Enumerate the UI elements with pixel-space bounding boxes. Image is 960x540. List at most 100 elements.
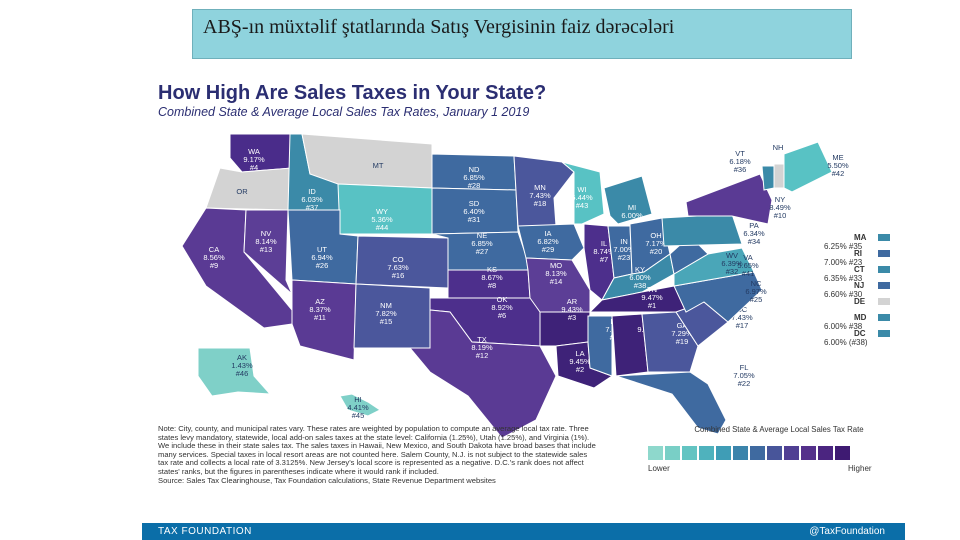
state-rate: 6.85% xyxy=(471,239,493,248)
state-rate: 6.03% xyxy=(301,195,323,204)
legend-swatch-12 xyxy=(835,446,850,460)
state-label-nc: NC 6.97% #25 xyxy=(745,279,767,304)
side-state-abbr: CT xyxy=(854,265,865,274)
state-rank: #41 xyxy=(742,269,755,278)
state-rank: #44 xyxy=(376,223,389,232)
state-rate: 7.29% xyxy=(671,329,693,338)
state-rank: #8 xyxy=(488,281,496,290)
state-abbr: PA xyxy=(749,221,758,230)
state-label-pa: PA 6.34% #34 xyxy=(743,221,765,246)
legend-title: Combined State & Average Local Sales Tax… xyxy=(694,425,864,434)
state-abbr: FL xyxy=(740,363,749,372)
state-label-wy: WY 5.36% #44 xyxy=(371,207,393,232)
infographic-subtitle: Combined State & Average Local Sales Tax… xyxy=(158,105,530,119)
state-rate: 9.17% xyxy=(243,155,265,164)
state-abbr: MT xyxy=(373,161,384,170)
state-ky xyxy=(601,253,675,301)
state-abbr: MI xyxy=(628,203,636,212)
state-rate: 8.13% xyxy=(545,269,567,278)
state-rate: 8.67% xyxy=(481,273,503,282)
legend-swatch-9 xyxy=(784,446,799,460)
map-note: Note: City, county, and municipal rates … xyxy=(158,424,598,485)
state-ny xyxy=(685,173,773,225)
state-rate: 8.37% xyxy=(309,305,331,314)
state-rank: #3 xyxy=(568,313,576,322)
side-state-swatch xyxy=(878,314,890,321)
legend-swatch-5 xyxy=(716,446,731,460)
legend-color-scale xyxy=(648,446,850,460)
state-abbr: WA xyxy=(248,147,260,156)
state-rate: 6.00% xyxy=(629,273,651,282)
state-rate: 8.92% xyxy=(491,303,513,312)
state-rate: 6.34% xyxy=(743,229,765,238)
source-text: Source: Sales Tax Clearinghouse, Tax Fou… xyxy=(158,475,496,485)
legend-swatch-3 xyxy=(682,446,697,460)
state-label-ny: NY 8.49% #10 xyxy=(769,195,791,220)
state-rank: #37 xyxy=(306,203,319,212)
state-rate: 4.41% xyxy=(347,403,369,412)
state-abbr: SC xyxy=(737,305,748,314)
state-rate: 7.05% xyxy=(733,371,755,380)
state-label-ia: IA 6.82% #29 xyxy=(537,229,559,254)
state-abbr: LA xyxy=(575,349,584,358)
state-rank: #34 xyxy=(748,237,761,246)
side-state-abbr: MD xyxy=(854,313,867,322)
side-state-abbr: RI xyxy=(854,249,862,258)
state-rank: #20 xyxy=(650,247,663,256)
state-rank: #46 xyxy=(236,369,249,378)
side-state-value: 6.00% #38 xyxy=(824,322,863,331)
state-rank: #27 xyxy=(476,247,489,256)
side-state-value: 7.00% #23 xyxy=(824,258,863,267)
state-abbr: VT xyxy=(735,149,745,158)
state-rank: #4 xyxy=(250,163,258,172)
state-hi xyxy=(339,393,381,417)
state-ar xyxy=(539,311,591,347)
state-tx xyxy=(408,309,557,439)
state-rate: 8.49% xyxy=(769,203,791,212)
state-rank: #1 xyxy=(648,301,656,310)
state-vt xyxy=(761,165,775,191)
state-rate: 1.43% xyxy=(231,361,253,370)
side-state-abbr: MA xyxy=(854,233,867,242)
state-wi xyxy=(561,161,605,225)
state-rank: #22 xyxy=(738,379,751,388)
state-abbr: TN xyxy=(647,285,657,294)
state-rank: #18 xyxy=(534,199,547,208)
state-rate: 7.43% xyxy=(731,313,753,322)
state-rate: 8.56% xyxy=(203,253,225,262)
state-rank: #11 xyxy=(314,313,326,322)
state-rank: #38 xyxy=(634,281,647,290)
state-rate: 5.50% xyxy=(827,161,849,170)
state-abbr: NV xyxy=(261,229,271,238)
state-rate: 8.74% xyxy=(593,247,615,256)
legend-swatch-1 xyxy=(648,446,663,460)
state-rank: #32 xyxy=(726,267,739,276)
state-ak xyxy=(197,347,272,397)
state-rank: #14 xyxy=(550,277,563,286)
state-rank: #17 xyxy=(736,321,749,330)
footer-bar: TAX FOUNDATION @TaxFoundation xyxy=(142,523,905,540)
infographic-title: How High Are Sales Taxes in Your State? xyxy=(158,82,547,104)
state-label-wa: WA 9.17% #4 xyxy=(243,147,265,172)
state-rate: 6.94% xyxy=(311,253,333,262)
state-rank: #6 xyxy=(498,311,506,320)
state-label-sc: SC7.43%#17 xyxy=(731,305,753,330)
side-state-swatch xyxy=(878,250,890,257)
state-abbr: ND xyxy=(469,165,480,174)
state-abbr: UT xyxy=(317,245,327,254)
state-abbr: GA xyxy=(677,321,688,330)
state-label-la: LA 9.45% #2 xyxy=(569,349,591,374)
state-label-mn: MN 7.43% #18 xyxy=(529,183,551,208)
state-abbr: MO xyxy=(550,261,562,270)
state-label-nh: NH xyxy=(773,143,784,152)
state-abbr: NM xyxy=(380,301,392,310)
state-abbr: HI xyxy=(354,395,362,404)
state-rate: 5.44% xyxy=(571,193,593,202)
state-rank: #19 xyxy=(676,337,689,346)
state-label-fl: FL 7.05% #22 xyxy=(733,363,755,388)
side-state-value: 6.35% #33 xyxy=(824,274,863,283)
state-abbr: WV xyxy=(726,251,738,260)
state-abbr: ID xyxy=(308,187,316,196)
note-text: Note: City, county, and municipal rates … xyxy=(158,424,596,476)
